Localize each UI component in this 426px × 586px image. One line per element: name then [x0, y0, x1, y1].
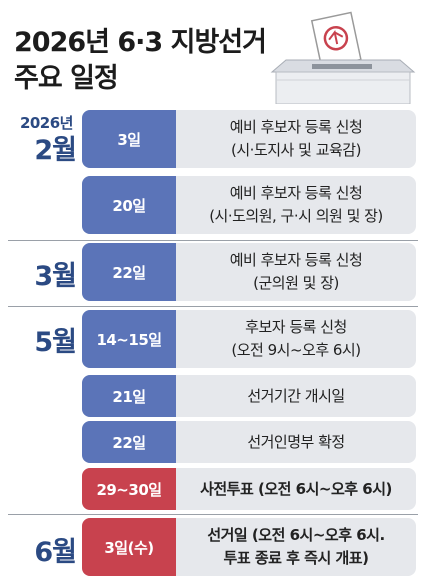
schedule-row: 22일 선거인명부 확정 — [82, 421, 416, 463]
date-tag: 29~30일 — [82, 468, 176, 510]
divider — [8, 240, 418, 241]
page-title: 2026년 6·3 지방선거 — [14, 27, 267, 58]
month-feb: 2월 — [34, 135, 77, 166]
event-description: 선거일 (오전 6시~오후 6시. 투표 종료 후 즉시 개표) — [176, 518, 416, 576]
event-detail: (오전 9시~오후 6시) — [231, 341, 361, 359]
event-line: 선거인명부 확정 — [247, 432, 345, 451]
date-tag: 3일 — [82, 110, 176, 168]
event-line: 사전투표 (오전 6시~오후 6시) — [200, 479, 392, 498]
event-description: 예비 후보자 등록 신청 (시·도의원, 구·시 의원 및 장) — [176, 176, 416, 234]
event-detail: 투표 종료 후 즉시 개표) — [223, 549, 369, 567]
event-description: 선거기간 개시일 — [176, 375, 416, 417]
schedule-row: 20일 예비 후보자 등록 신청 (시·도의원, 구·시 의원 및 장) — [82, 176, 416, 234]
event-detail: (시·도의원, 구·시 의원 및 장) — [209, 207, 383, 225]
event-description: 후보자 등록 신청 (오전 9시~오후 6시) — [176, 310, 416, 368]
month-jun: 6월 — [34, 537, 77, 568]
schedule-row: 3일 예비 후보자 등록 신청 (시·도지사 및 교육감) — [82, 110, 416, 168]
event-detail: (군의원 및 장) — [253, 274, 339, 292]
date-tag: 21일 — [82, 375, 176, 417]
schedule-row: 29~30일 사전투표 (오전 6시~오후 6시) — [82, 468, 416, 510]
month-mar: 3월 — [34, 261, 77, 292]
date-tag: 20일 — [82, 176, 176, 234]
schedule-row: 22일 예비 후보자 등록 신청 (군의원 및 장) — [82, 243, 416, 301]
date-tag: 14~15일 — [82, 310, 176, 368]
event-description: 예비 후보자 등록 신청 (군의원 및 장) — [176, 243, 416, 301]
page-subtitle: 주요 일정 — [14, 63, 119, 94]
schedule-row: 21일 선거기간 개시일 — [82, 375, 416, 417]
schedule-row: 3일(수) 선거일 (오전 6시~오후 6시. 투표 종료 후 즉시 개표) — [82, 518, 416, 576]
date-tag: 3일(수) — [82, 518, 176, 576]
event-description: 선거인명부 확정 — [176, 421, 416, 463]
event-line: 예비 후보자 등록 신청 — [229, 251, 363, 269]
event-line: 후보자 등록 신청 — [245, 318, 347, 336]
event-description: 사전투표 (오전 6시~오후 6시) — [176, 468, 416, 510]
schedule-row: 14~15일 후보자 등록 신청 (오전 9시~오후 6시) — [82, 310, 416, 368]
date-tag: 22일 — [82, 243, 176, 301]
event-line: 선거기간 개시일 — [247, 386, 345, 405]
year-label: 2026년 — [19, 114, 74, 132]
event-detail: (시·도지사 및 교육감) — [231, 141, 361, 159]
date-tag: 22일 — [82, 421, 176, 463]
event-line: 예비 후보자 등록 신청 — [229, 184, 363, 202]
divider — [8, 306, 418, 307]
ballot-box-icon — [270, 11, 416, 104]
month-may: 5월 — [34, 327, 77, 358]
divider — [8, 514, 418, 515]
event-line: 선거일 (오전 6시~오후 6시. — [207, 526, 385, 544]
event-line: 예비 후보자 등록 신청 — [229, 118, 363, 136]
event-description: 예비 후보자 등록 신청 (시·도지사 및 교육감) — [176, 110, 416, 168]
